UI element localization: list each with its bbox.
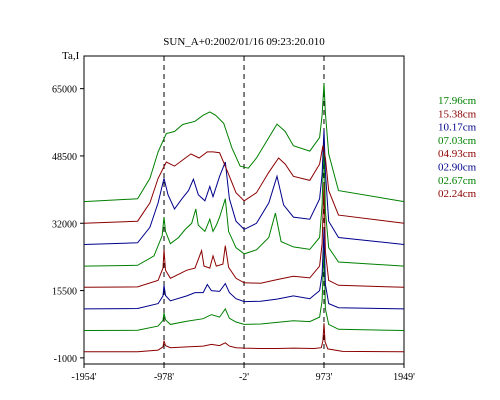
y-tick-label-2: 32000 — [52, 219, 77, 230]
series-line-4 — [83, 141, 405, 267]
chart-title: SUN_A+0:2002/01/16 09:23:20.010 — [163, 36, 325, 48]
y-tick-label-3: 15500 — [52, 287, 77, 298]
legend-entry-5: 02.90cm — [438, 162, 477, 174]
legend-entry-2: 10.17cm — [438, 122, 477, 134]
x-tick-label-4: 1949' — [393, 372, 415, 383]
legend-entry-3: 07.03cm — [438, 135, 477, 147]
series-line-0 — [83, 323, 405, 353]
series-line-1 — [83, 247, 405, 331]
legend-entry-7: 02.24cm — [438, 188, 477, 200]
series-line-5 — [83, 129, 405, 245]
x-tick-label-3: 973' — [316, 372, 333, 383]
y-tick-label-1: 48500 — [52, 152, 77, 163]
series-line-2 — [83, 229, 405, 310]
legend-entry-0: 17.96cm — [438, 95, 477, 107]
y-tick-label-4: -1000 — [54, 354, 77, 365]
x-tick-label-2: -2' — [239, 372, 249, 383]
x-tick-label-1: -978' — [154, 372, 174, 383]
series-line-7 — [83, 83, 405, 203]
y-axis-ticks: 65000 48500 32000 15500 -1000 — [52, 85, 84, 365]
y-tick-label-0: 65000 — [52, 85, 77, 96]
series-line-3 — [83, 182, 405, 288]
x-axis-ticks: -1954' -978' -2' 973' 1949' — [71, 364, 415, 383]
series-line-6 — [83, 145, 405, 224]
y-axis-label: Ta,I — [62, 50, 80, 62]
x-tick-label-0: -1954' — [71, 372, 96, 383]
series-layer — [83, 83, 405, 353]
legend-entry-6: 02.67cm — [438, 175, 477, 187]
reference-lines — [163, 56, 325, 364]
legend-entry-4: 04.93cm — [438, 148, 477, 160]
legend-entry-1: 15.38cm — [438, 108, 477, 120]
